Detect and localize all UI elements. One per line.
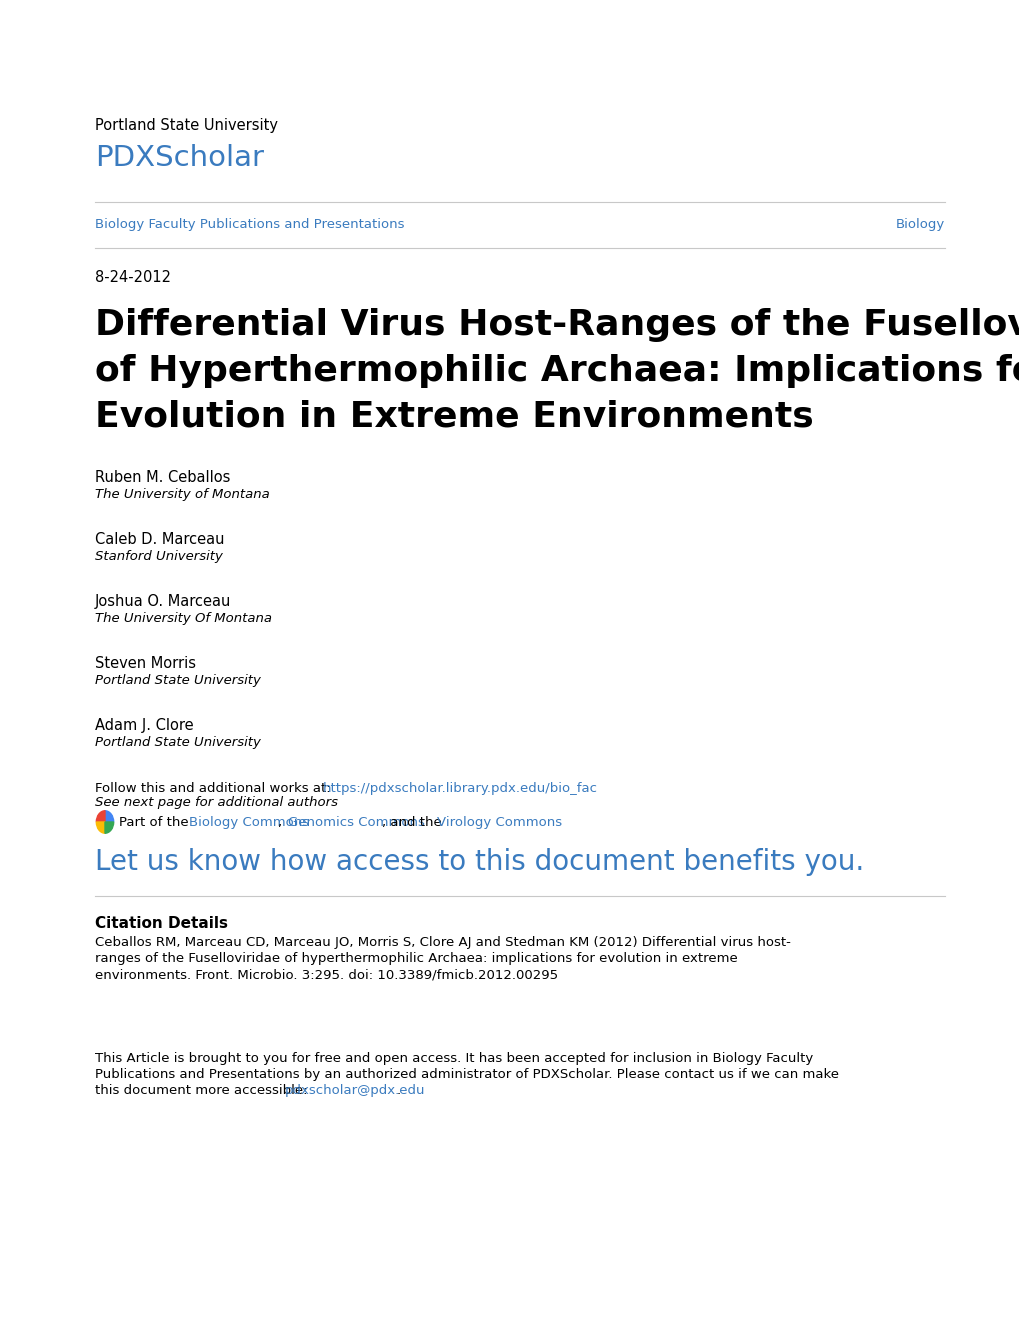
Text: this document more accessible:: this document more accessible: [95, 1084, 312, 1097]
Text: Citation Details: Citation Details [95, 916, 228, 931]
Text: See next page for additional authors: See next page for additional authors [95, 796, 337, 809]
Text: 8-24-2012: 8-24-2012 [95, 271, 171, 285]
Text: Joshua O. Marceau: Joshua O. Marceau [95, 594, 231, 609]
Text: PDXScholar: PDXScholar [95, 144, 264, 172]
Text: Biology Faculty Publications and Presentations: Biology Faculty Publications and Present… [95, 218, 405, 231]
Text: Portland State University: Portland State University [95, 675, 261, 686]
Text: Ceballos RM, Marceau CD, Marceau JO, Morris S, Clore AJ and Stedman KM (2012) Di: Ceballos RM, Marceau CD, Marceau JO, Mor… [95, 936, 790, 949]
Text: Stanford University: Stanford University [95, 550, 223, 564]
Wedge shape [96, 822, 105, 833]
Wedge shape [96, 810, 105, 822]
Text: Biology: Biology [895, 218, 944, 231]
Text: , and the: , and the [382, 816, 445, 829]
Text: Portland State University: Portland State University [95, 117, 278, 133]
Text: .: . [396, 1084, 400, 1097]
Wedge shape [105, 810, 113, 822]
Text: Biology Commons: Biology Commons [189, 816, 309, 829]
Text: ranges of the Fuselloviridae of hyperthermophilic Archaea: implications for evol: ranges of the Fuselloviridae of hyperthe… [95, 952, 737, 965]
Text: Part of the: Part of the [119, 816, 193, 829]
Text: Publications and Presentations by an authorized administrator of PDXScholar. Ple: Publications and Presentations by an aut… [95, 1068, 839, 1081]
Text: ,: , [278, 816, 286, 829]
Text: The University Of Montana: The University Of Montana [95, 612, 272, 624]
Text: Portland State University: Portland State University [95, 737, 261, 748]
Text: pdxscholar@pdx.edu: pdxscholar@pdx.edu [284, 1084, 425, 1097]
Text: Genomics Commons: Genomics Commons [287, 816, 425, 829]
Text: https://pdxscholar.library.pdx.edu/bio_fac: https://pdxscholar.library.pdx.edu/bio_f… [323, 781, 597, 795]
Text: of Hyperthermophilic Archaea: Implications for: of Hyperthermophilic Archaea: Implicatio… [95, 354, 1019, 388]
Text: Evolution in Extreme Environments: Evolution in Extreme Environments [95, 400, 813, 434]
Text: environments. Front. Microbio. 3:295. doi: 10.3389/fmicb.2012.00295: environments. Front. Microbio. 3:295. do… [95, 968, 557, 981]
Wedge shape [105, 822, 113, 833]
Text: Ruben M. Ceballos: Ruben M. Ceballos [95, 470, 230, 484]
Text: Differential Virus Host-Ranges of the Fuselloviridae: Differential Virus Host-Ranges of the Fu… [95, 308, 1019, 342]
Text: Virology Commons: Virology Commons [436, 816, 561, 829]
Text: Steven Morris: Steven Morris [95, 656, 196, 671]
Text: The University of Montana: The University of Montana [95, 488, 269, 502]
Text: Follow this and additional works at:: Follow this and additional works at: [95, 781, 334, 795]
Text: This Article is brought to you for free and open access. It has been accepted fo: This Article is brought to you for free … [95, 1052, 812, 1065]
Text: Adam J. Clore: Adam J. Clore [95, 718, 194, 733]
Text: Caleb D. Marceau: Caleb D. Marceau [95, 532, 224, 546]
Text: Let us know how access to this document benefits you.: Let us know how access to this document … [95, 847, 863, 876]
